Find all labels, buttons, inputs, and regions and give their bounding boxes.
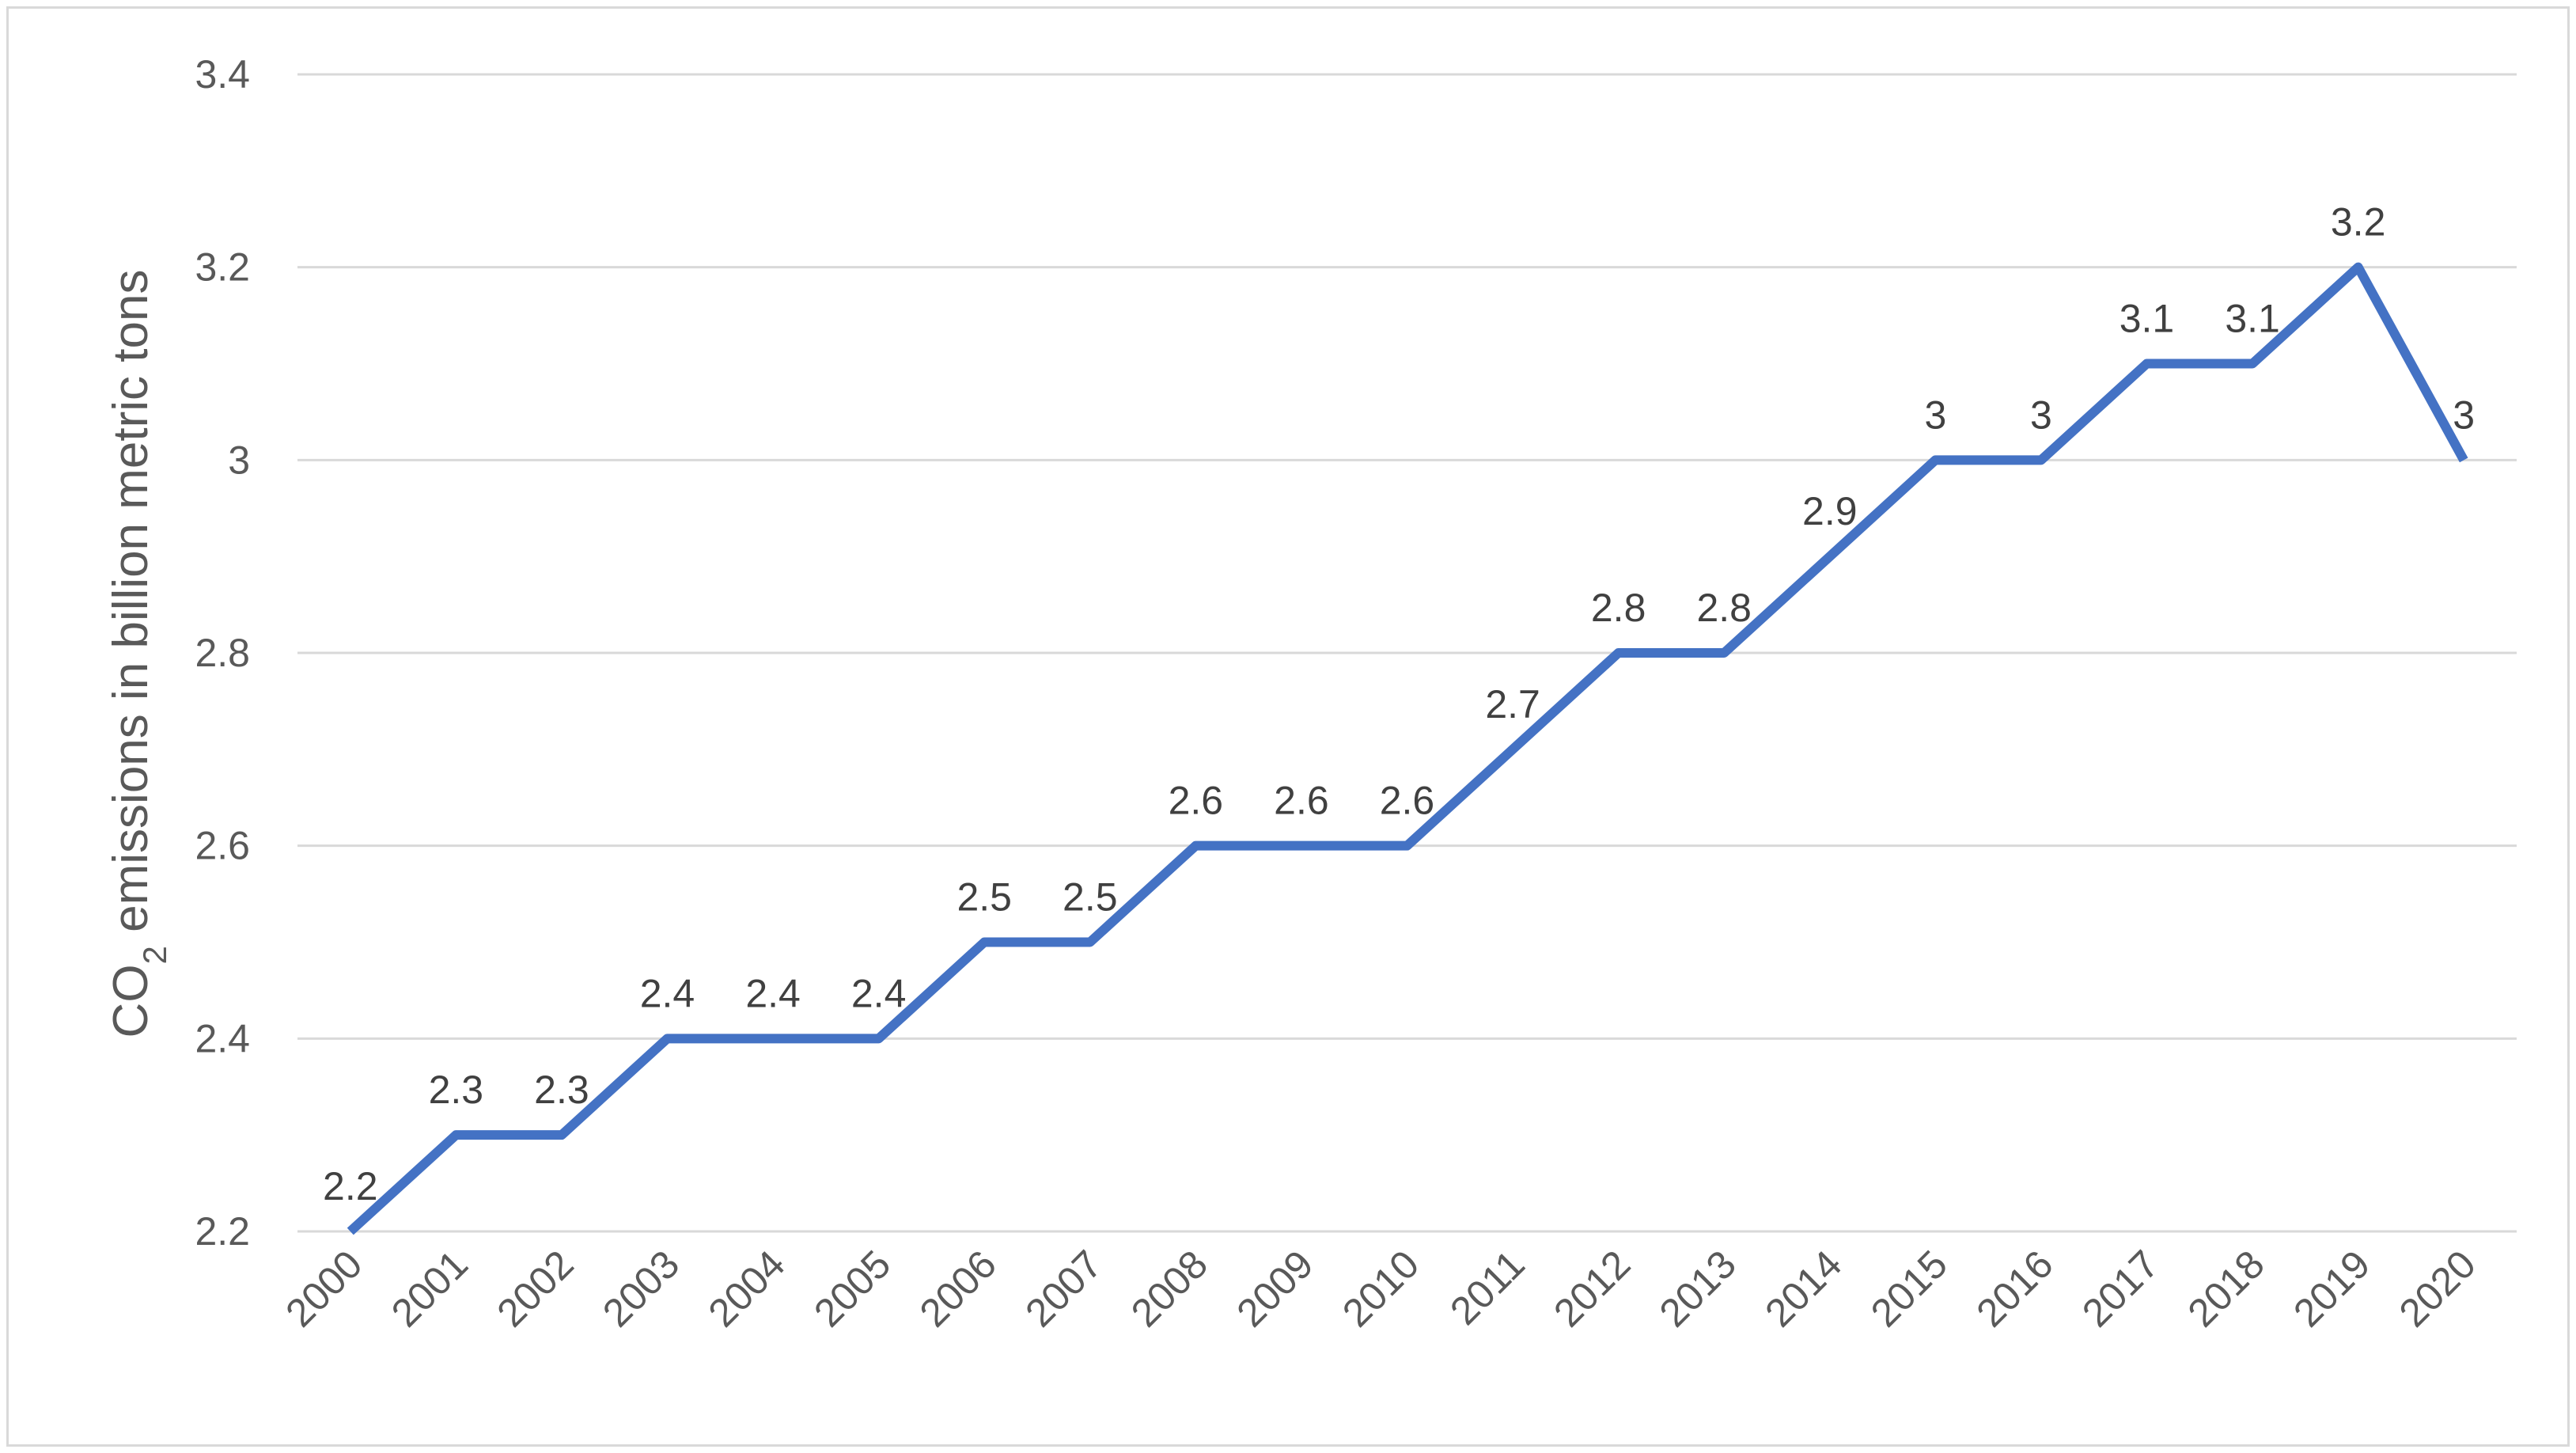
x-tick-label: 2003 [594,1242,688,1335]
line-chart: 2.22.42.62.833.23.4 2.22.3 2.32.4 2.4 2.42.… [104,52,2517,1335]
data-label: 2.8 [1696,586,1752,630]
y-axis-title-prefix: CO [104,964,158,1038]
data-label: 2.4 [640,971,695,1015]
data-label: 3.1 [2225,297,2280,341]
data-label: 3 [1924,393,1946,437]
series-line [347,262,2468,1235]
x-tick-label: 2012 [1545,1242,1638,1335]
y-tick-label: 3.2 [195,245,250,290]
x-tick-label: 2016 [1968,1242,2061,1335]
x-tick-label: 2007 [1017,1242,1110,1335]
data-label: 2.6 [1274,779,1329,823]
y-axis-title-subscript: 2 [136,946,173,964]
x-tick-label: 2000 [277,1242,370,1335]
x-tick-label: 2010 [1334,1242,1427,1335]
y-tick-label: 3.4 [195,52,250,97]
x-tick-label: 2015 [1862,1242,1956,1335]
x-tick-label: 2020 [2391,1242,2484,1335]
data-label: 2.6 [1380,779,1435,823]
x-tick-label: 2013 [1651,1242,1744,1335]
data-label: 3.2 [2331,200,2386,245]
data-label: 2.2 [323,1164,378,1208]
x-tick-label: 2002 [488,1242,581,1335]
x-tick-label: 2009 [1228,1242,1321,1335]
y-tick-label: 2.8 [195,631,250,675]
x-tick-label: 2008 [1123,1242,1216,1335]
data-label: 3.1 [2120,297,2175,341]
y-tick-label: 3 [228,438,250,482]
x-tick-label: 2004 [700,1242,794,1335]
data-label: 2.5 [957,875,1012,920]
data-label: 2.8 [1591,586,1646,630]
x-tick-label: 2019 [2285,1242,2378,1335]
data-label: 3 [2030,393,2052,437]
data-label: 2.7 [1485,682,1540,726]
data-label: 2.3 [429,1068,484,1112]
chart-frame: 2.2 2.4 2.6 2.8 3 3.2 3.4 2.2 2.3 2.3 2.4 2.4 2.4 2.… [6,6,2570,1447]
x-tick-label: 2005 [805,1242,899,1335]
data-label: 2.5 [1063,875,1118,920]
data-label: 2.6 [1169,779,1224,823]
data-label: 3 [2453,393,2475,437]
y-tick-label: 2.2 [195,1209,250,1254]
x-tick-label: 2011 [1441,1242,1533,1333]
x-tick-label: 2006 [911,1242,1005,1335]
y-tick-label: 2.6 [195,824,250,868]
y-axis-title-suffix: emissions in billion metric tons [104,270,158,947]
data-label: 2.4 [851,971,907,1015]
data-label: 2.9 [1802,489,1858,533]
x-tick-label: 2017 [2074,1242,2167,1335]
data-labels: 2.2 2.3 2.3 2.4 2.4 2.4 2.5 2.5 2.6 2.6 2.6 2.7 2.8 2… [323,200,2475,1208]
y-axis-title: CO2 emissions in billion metric tons [104,270,173,1038]
x-axis-tick-labels: 2000 2001 2002 2003 2004 2005 2006 2007 2008 2009… [277,1242,2484,1335]
series-line-layer [347,262,2468,1235]
y-axis-tick-labels: 2.2 2.4 2.6 2.8 3 3.2 3.4 [195,52,250,1254]
data-label: 2.3 [534,1068,589,1112]
x-tick-label: 2001 [383,1242,476,1335]
data-label: 2.4 [745,971,801,1015]
x-tick-label: 2014 [1756,1242,1850,1335]
x-tick-label: 2018 [2180,1242,2273,1335]
gridlines [297,73,2517,1233]
y-tick-label: 2.4 [195,1016,250,1060]
